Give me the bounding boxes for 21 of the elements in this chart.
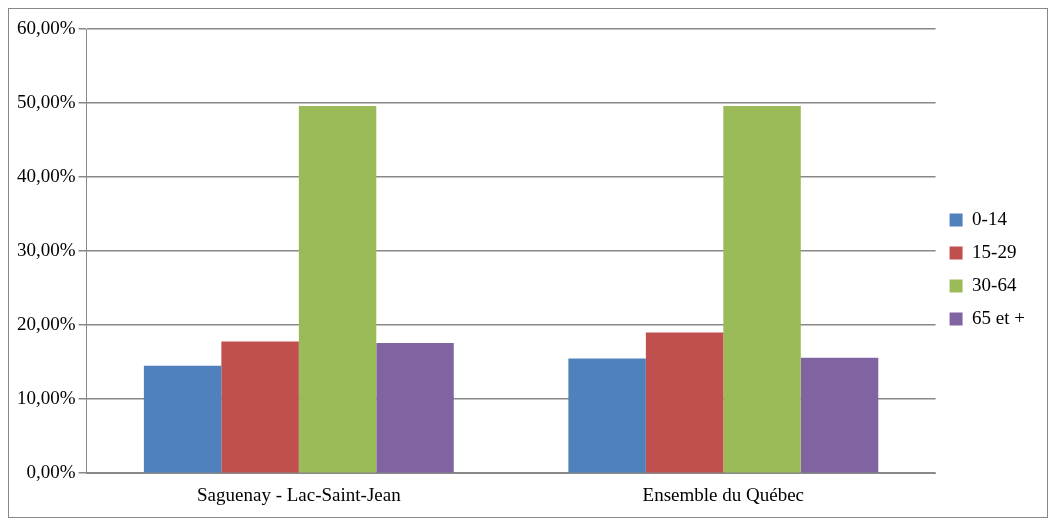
bar	[800, 357, 879, 473]
bar	[568, 358, 646, 473]
bar	[645, 332, 724, 473]
legend-label: 0-14	[972, 207, 1008, 229]
bar	[723, 106, 801, 473]
legend-label: 65 et +	[972, 306, 1026, 328]
bar	[298, 106, 377, 473]
y-tick-label: 40,00%	[17, 165, 76, 187]
y-tick-label: 0,00%	[26, 461, 76, 483]
legend-label: 30-64	[972, 273, 1017, 295]
y-tick-label: 20,00%	[17, 313, 76, 335]
legend-label: 15-29	[972, 240, 1017, 262]
y-tick-label: 50,00%	[17, 91, 76, 113]
x-tick-label: Saguenay - Lac-Saint-Jean	[197, 483, 402, 505]
y-tick-label: 30,00%	[17, 239, 76, 261]
bar	[143, 365, 222, 473]
y-tick-label: 60,00%	[17, 16, 76, 38]
bar	[376, 342, 454, 473]
bar	[221, 341, 299, 473]
y-tick-label: 10,00%	[17, 387, 76, 409]
x-tick-label: Ensemble du Québec	[642, 483, 805, 505]
